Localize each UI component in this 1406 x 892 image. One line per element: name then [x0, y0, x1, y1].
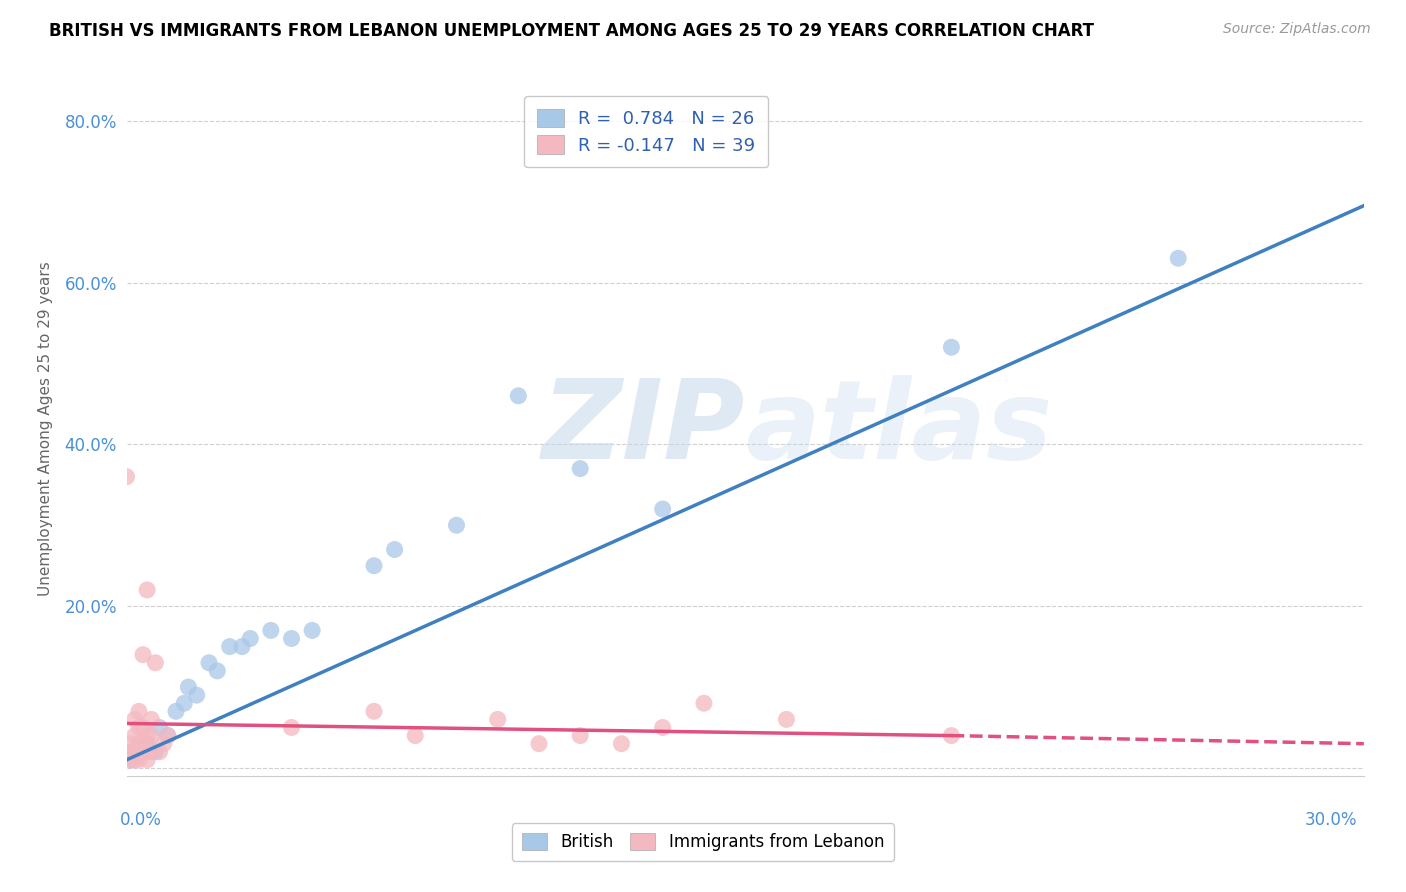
Point — [128, 704, 150, 718]
Point — [141, 745, 163, 759]
Point — [651, 502, 673, 516]
Point — [115, 469, 138, 483]
Point — [569, 729, 592, 743]
Point — [446, 518, 468, 533]
Point — [569, 461, 592, 475]
Text: 0.0%: 0.0% — [120, 811, 162, 829]
Point — [124, 713, 146, 727]
Text: BRITISH VS IMMIGRANTS FROM LEBANON UNEMPLOYMENT AMONG AGES 25 TO 29 YEARS CORREL: BRITISH VS IMMIGRANTS FROM LEBANON UNEMP… — [49, 22, 1094, 40]
Point — [136, 737, 159, 751]
Point — [128, 745, 150, 759]
Point — [156, 729, 179, 743]
Text: Source: ZipAtlas.com: Source: ZipAtlas.com — [1223, 22, 1371, 37]
Point — [148, 745, 170, 759]
Point — [280, 632, 302, 646]
Point — [186, 688, 208, 702]
Point — [124, 745, 146, 759]
Point — [152, 737, 174, 751]
Point — [148, 721, 170, 735]
Point — [239, 632, 262, 646]
Point — [218, 640, 240, 654]
Point — [301, 624, 323, 638]
Point — [132, 721, 155, 735]
Point — [384, 542, 406, 557]
Point — [120, 745, 142, 759]
Point — [173, 696, 195, 710]
Point — [136, 753, 159, 767]
Point — [128, 745, 150, 759]
Point — [363, 704, 385, 718]
Point — [124, 729, 146, 743]
Point — [260, 624, 283, 638]
Point — [941, 729, 963, 743]
Legend: British, Immigrants from Lebanon: British, Immigrants from Lebanon — [512, 823, 894, 862]
Point — [231, 640, 253, 654]
Point — [120, 753, 142, 767]
Point — [486, 713, 509, 727]
Point — [651, 721, 673, 735]
Point — [136, 582, 159, 597]
Point — [165, 704, 187, 718]
Point — [128, 737, 150, 751]
Point — [508, 389, 530, 403]
Legend: R =  0.784   N = 26, R = -0.147   N = 39: R = 0.784 N = 26, R = -0.147 N = 39 — [524, 96, 768, 168]
Text: ZIP: ZIP — [541, 375, 745, 482]
Point — [693, 696, 716, 710]
Point — [136, 745, 159, 759]
Point — [128, 753, 150, 767]
Point — [120, 737, 142, 751]
Point — [124, 753, 146, 767]
Text: 30.0%: 30.0% — [1305, 811, 1357, 829]
Point — [156, 729, 179, 743]
Text: atlas: atlas — [745, 375, 1053, 482]
Point — [145, 745, 167, 759]
Point — [1167, 252, 1189, 266]
Point — [145, 656, 167, 670]
Point — [132, 745, 155, 759]
Point — [207, 664, 229, 678]
Point — [128, 721, 150, 735]
Y-axis label: Unemployment Among Ages 25 to 29 years: Unemployment Among Ages 25 to 29 years — [38, 260, 53, 596]
Point — [120, 753, 142, 767]
Point — [527, 737, 550, 751]
Point — [132, 648, 155, 662]
Point — [775, 713, 797, 727]
Point — [404, 729, 426, 743]
Point — [280, 721, 302, 735]
Point — [610, 737, 633, 751]
Point — [136, 729, 159, 743]
Point — [141, 729, 163, 743]
Point — [363, 558, 385, 573]
Point — [132, 737, 155, 751]
Point — [141, 713, 163, 727]
Point — [941, 340, 963, 354]
Point — [177, 680, 200, 694]
Point — [198, 656, 221, 670]
